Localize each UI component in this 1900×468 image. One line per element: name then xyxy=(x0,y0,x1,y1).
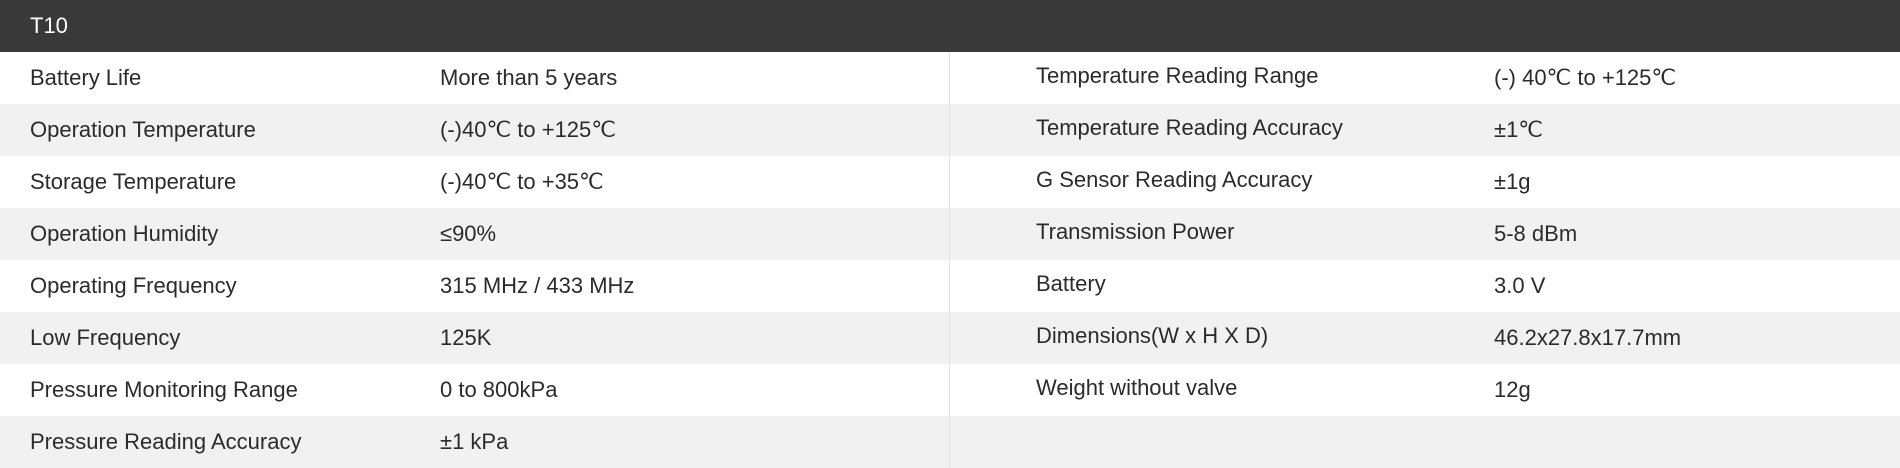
spec-label: Operating Frequency xyxy=(30,273,237,298)
spec-value: (-) 40℃ to +125℃ xyxy=(1494,65,1677,90)
spec-row-cells: Battery Life More than 5 years Temperature… xyxy=(0,52,1900,104)
spec-table-title: T10 xyxy=(0,0,1900,52)
spec-value: 46.2x27.8x17.7mm xyxy=(1494,325,1682,350)
spec-value: ±1g xyxy=(1494,169,1531,194)
spec-value: 0 to 800kPa xyxy=(440,377,558,402)
spec-label: Pressure Monitoring Range xyxy=(30,377,298,402)
spec-row: Operating Frequency 315 MHz / 433 MHz Batt… xyxy=(0,260,1900,312)
spec-row: Pressure Monitoring Range 0 to 800kPa Weig… xyxy=(0,364,1900,416)
spec-value: ≤90% xyxy=(440,221,497,246)
spec-label: Temperature Reading Range xyxy=(1036,63,1319,88)
spec-row: Pressure Reading Accuracy ±1 kPa xyxy=(0,416,1900,468)
spec-row: Storage Temperature (-)40℃ to +35℃ G Senso… xyxy=(0,156,1900,208)
spec-value: 125K xyxy=(440,325,492,350)
spec-value: ±1 kPa xyxy=(440,429,509,454)
spec-row: Battery Life More than 5 years Temperature… xyxy=(0,52,1900,104)
spec-label: Storage Temperature xyxy=(30,169,237,194)
spec-value: 12g xyxy=(1494,377,1531,402)
spec-label: Pressure Reading Accuracy xyxy=(30,429,302,454)
spec-value: 315 MHz / 433 MHz xyxy=(440,273,635,298)
spec-value: (-)40℃ to +35℃ xyxy=(440,169,604,194)
spec-row-cells: Operation Temperature (-)40℃ to +125℃ Temp… xyxy=(0,104,1900,156)
spec-row: Operation Humidity ≤90% Transmission Power… xyxy=(0,208,1900,260)
spec-value: More than 5 years xyxy=(440,65,618,90)
spec-row-cells: Pressure Reading Accuracy ±1 kPa xyxy=(0,416,1900,468)
spec-label: Temperature Reading Accuracy xyxy=(1036,115,1343,140)
spec-row-cells: Pressure Monitoring Range 0 to 800kPa Weig… xyxy=(0,364,1900,416)
spec-label: Operation Temperature xyxy=(30,117,256,142)
spec-value: (-)40℃ to +125℃ xyxy=(440,117,616,142)
spec-label: Operation Humidity xyxy=(30,221,219,246)
spec-label: Low Frequency xyxy=(30,325,181,350)
spec-label: Dimensions(W x H X D) xyxy=(1036,323,1269,348)
spec-row: Operation Temperature (-)40℃ to +125℃ Temp… xyxy=(0,104,1900,156)
spec-label: Transmission Power xyxy=(1036,219,1235,244)
spec-value: ±1℃ xyxy=(1494,117,1544,142)
spec-label: Battery xyxy=(1036,271,1106,296)
spec-label: Weight without valve xyxy=(1036,375,1238,400)
spec-value: 5-8 dBm xyxy=(1494,221,1578,246)
spec-row-cells: Storage Temperature (-)40℃ to +35℃ G Senso… xyxy=(0,156,1900,208)
spec-row-cells: Operating Frequency 315 MHz / 433 MHz Batt… xyxy=(0,260,1900,312)
spec-value: 3.0 V xyxy=(1494,273,1546,298)
spec-row: Low Frequency 125K Dimensions(W x H X D) 46… xyxy=(0,312,1900,364)
spec-label: G Sensor Reading Accuracy xyxy=(1036,167,1313,192)
column-divider xyxy=(949,52,950,468)
spec-row-cells: Operation Humidity ≤90% Transmission Power… xyxy=(0,208,1900,260)
spec-table: Battery Life More than 5 years Temperature… xyxy=(0,52,1900,468)
spec-row-cells: Low Frequency 125K Dimensions(W x H X D) 46… xyxy=(0,312,1900,364)
spec-label: Battery Life xyxy=(30,65,142,90)
